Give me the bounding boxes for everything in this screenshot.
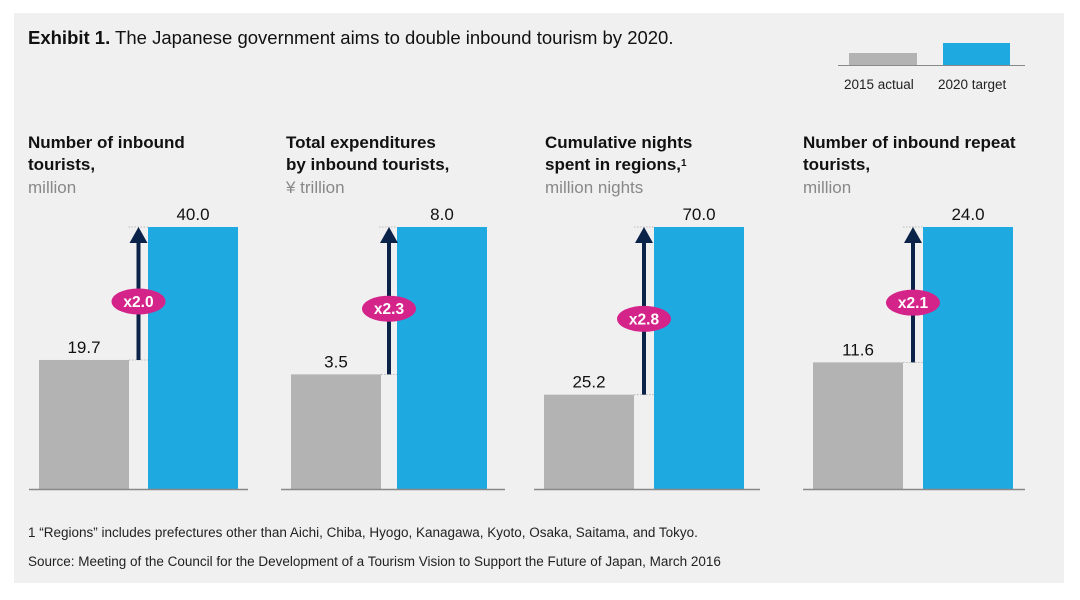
source-note: Source: Meeting of the Council for the D… <box>28 554 721 569</box>
legend-swatch-actual <box>849 53 917 65</box>
legend-label-target: 2020 target <box>938 77 1007 92</box>
panel-unit: million <box>803 178 852 197</box>
exhibit-title: Exhibit 1. The Japanese government aims … <box>28 27 674 49</box>
panel-unit: million nights <box>545 178 644 197</box>
panel-title-line: Number of inbound repeat <box>803 133 1016 152</box>
value-label-2020: 8.0 <box>430 205 454 224</box>
bar-2015-actual <box>544 394 634 489</box>
panel-title-line: Cumulative nights <box>545 133 693 152</box>
arrow-up-icon <box>129 227 148 243</box>
bar-2020-target <box>148 227 238 489</box>
chart-1: 19.7 40.0 x2.0 <box>29 205 248 491</box>
multiplier-label: x2.1 <box>898 295 929 312</box>
footnote-ref: 1 <box>681 158 687 169</box>
bar-2015-actual <box>291 374 381 489</box>
bar-2020-target <box>654 227 744 489</box>
panel-title-nights: Cumulative nights spent in regions,1 <box>545 132 692 176</box>
multiplier-badge <box>111 288 166 315</box>
multiplier-badge <box>886 289 940 316</box>
bar-2015-actual <box>39 359 129 489</box>
value-label-2020: 40.0 <box>176 205 209 224</box>
panel-title-expenditures: Total expenditures by inbound tourists, <box>286 132 449 176</box>
panel-title-line: tourists, <box>803 155 871 174</box>
chart-4: 11.6 24.0 x2.1 <box>803 205 1025 491</box>
panel-title-text: spent in regions, <box>545 155 682 174</box>
multiplier-label: x2.3 <box>374 301 405 318</box>
multiplier-badge <box>617 305 671 332</box>
value-label-2020: 70.0 <box>682 205 715 224</box>
arrow-up-icon <box>904 227 922 243</box>
chart-2: 3.5 8.0 x2.3 <box>281 205 505 491</box>
panel-title-repeat-tourists: Number of inbound repeat tourists, <box>803 132 1016 176</box>
value-label-2015: 25.2 <box>572 373 605 392</box>
panel-title-line: tourists, <box>28 155 96 174</box>
bar-2015-actual <box>813 362 903 489</box>
panel-title-line: Number of inbound <box>28 133 185 152</box>
multiplier-label: x2.8 <box>629 311 660 328</box>
exhibit-number: Exhibit 1. <box>28 27 111 48</box>
bar-2020-target <box>397 227 487 489</box>
panel-title-line: by inbound tourists, <box>286 155 450 174</box>
value-label-2015: 3.5 <box>324 352 348 371</box>
value-label-2015: 11.6 <box>842 340 874 359</box>
footnote-regions: 1 “Regions” includes prefectures other t… <box>28 525 698 540</box>
arrow-up-icon <box>635 227 653 243</box>
legend-swatch-target <box>943 43 1010 65</box>
bar-2020-target <box>923 227 1013 489</box>
multiplier-badge <box>362 295 416 322</box>
value-label-2015: 19.7 <box>67 338 100 357</box>
legend-label-actual: 2015 actual <box>844 77 914 92</box>
panel-unit: million <box>28 178 77 197</box>
arrow-up-icon <box>380 227 398 243</box>
panel-title-line: Total expenditures <box>286 133 436 152</box>
panel-unit: ¥ trillion <box>286 178 345 197</box>
multiplier-label: x2.0 <box>123 294 153 311</box>
value-label-2020: 24.0 <box>951 205 984 224</box>
exhibit-headline: The Japanese government aims to double i… <box>110 27 674 48</box>
panel-title-line: spent in regions,1 <box>545 154 692 176</box>
panel-title-inbound-tourists: Number of inbound tourists, <box>28 132 185 176</box>
chart-3: 25.2 70.0 x2.8 <box>534 205 760 491</box>
